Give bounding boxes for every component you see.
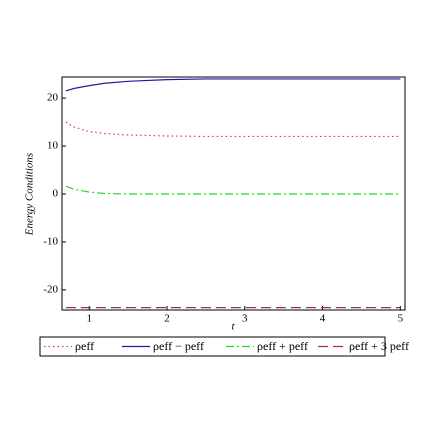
legend-label: ρeff [75,339,94,353]
y-tick-label: 10 [47,140,59,152]
y-tick-label: -20 [43,283,58,295]
y-tick-label: 20 [47,92,59,104]
series-line [65,78,401,92]
y-tick-label: 0 [53,188,59,200]
series-line [65,185,401,195]
legend-label: ρeff + 3 peff [349,339,409,353]
legend-label: ρeff + peff [257,339,308,353]
x-tick-label: 5 [398,313,404,325]
legend-box [39,336,386,357]
x-axis-label: t [231,321,235,333]
x-tick-label: 2 [164,313,170,325]
x-tick-label: 4 [320,313,326,325]
y-tick-label: -10 [43,235,58,247]
y-axis-label: Energy Conditions [24,153,36,236]
series-line [65,121,401,138]
legend-label: ρeff − peff [153,339,204,353]
x-tick-label: 3 [242,313,248,325]
x-tick-label: 1 [86,313,92,325]
